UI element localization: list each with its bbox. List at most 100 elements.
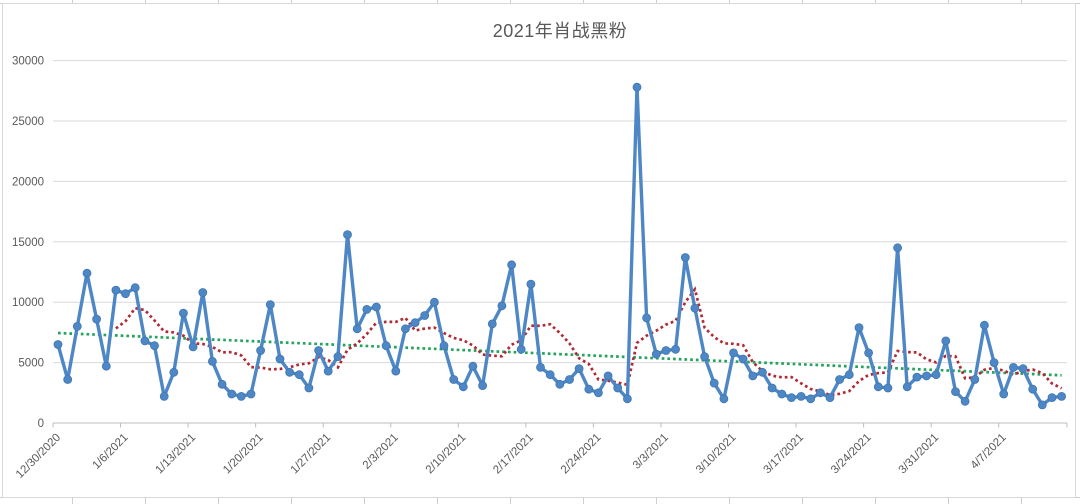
data-point-marker <box>545 370 555 380</box>
data-point-marker <box>101 361 111 371</box>
x-axis-label: 1/20/2021 <box>221 432 266 477</box>
y-axis-label: 15000 <box>12 237 44 249</box>
y-axis-label: 20000 <box>12 176 44 188</box>
x-axis-label: 4/7/2021 <box>969 432 1009 472</box>
data-point-marker <box>738 354 748 364</box>
x-axis-label: 2/24/2021 <box>559 432 604 477</box>
data-point-marker <box>265 300 275 310</box>
x-axis-label: 3/24/2021 <box>829 432 874 477</box>
data-point-marker <box>748 371 758 381</box>
data-point-marker <box>275 354 285 364</box>
data-point-marker <box>651 349 661 359</box>
data-point-marker <box>835 375 844 384</box>
data-point-marker <box>661 346 671 355</box>
data-point-marker <box>371 302 381 312</box>
data-point-marker <box>63 375 73 384</box>
data-point-marker <box>72 321 82 331</box>
y-axis-label: 25000 <box>12 116 44 128</box>
trendline <box>57 331 1062 377</box>
data-point-marker <box>333 352 343 362</box>
data-point-marker <box>709 378 719 388</box>
data-point-marker <box>536 362 545 372</box>
data-point-marker <box>410 318 420 328</box>
x-axis-label: 3/10/2021 <box>694 432 739 477</box>
data-point-marker <box>256 346 266 355</box>
data-point-marker <box>671 344 680 354</box>
x-axis-label: 3/31/2021 <box>897 432 942 477</box>
data-point-marker <box>458 382 468 392</box>
data-point-marker <box>362 304 372 314</box>
data-point-marker <box>159 391 169 401</box>
data-point-marker <box>487 319 497 329</box>
data-point-marker <box>420 311 430 320</box>
data-point-marker <box>497 301 507 311</box>
data-point-marker <box>806 394 816 404</box>
data-point-marker <box>623 394 632 404</box>
data-point-marker <box>400 324 410 334</box>
data-point-marker <box>999 389 1009 399</box>
data-point-marker <box>507 260 517 270</box>
x-axis-label: 2/3/2021 <box>361 432 401 472</box>
data-point-marker <box>449 375 459 384</box>
data-point-marker <box>246 389 256 399</box>
data-point-marker <box>468 361 478 371</box>
data-point-marker <box>970 375 980 384</box>
x-axis-label: 3/17/2021 <box>762 432 807 477</box>
data-point-marker <box>574 364 584 374</box>
chart-title: 2021年肖战黑粉 <box>492 21 628 41</box>
y-axis-label: 10000 <box>12 297 44 309</box>
data-point-marker <box>92 314 101 324</box>
data-point-marker <box>931 370 941 380</box>
data-point-marker <box>169 367 179 377</box>
data-point-marker <box>584 384 594 394</box>
data-point-marker <box>700 352 709 362</box>
data-point-marker <box>304 383 314 393</box>
x-axis-label: 2/17/2021 <box>491 432 536 477</box>
data-point-marker <box>285 367 295 377</box>
data-point-marker <box>980 320 989 330</box>
y-axis-label: 5000 <box>18 358 44 370</box>
data-point-marker <box>130 283 140 293</box>
data-point-marker <box>314 346 324 355</box>
data-point-marker <box>478 381 488 391</box>
data-point-marker <box>236 391 246 401</box>
data-point-marker <box>178 308 188 318</box>
data-point-marker <box>902 382 912 392</box>
data-point-marker <box>1009 362 1018 372</box>
data-point-marker <box>53 340 63 349</box>
data-point-marker <box>844 370 854 380</box>
y-axis-label: 30000 <box>12 56 44 68</box>
data-point-marker <box>381 341 391 351</box>
x-axis-label: 1/6/2021 <box>91 432 131 472</box>
data-point-marker <box>82 268 92 278</box>
data-point-marker <box>989 358 999 368</box>
data-point-marker <box>516 344 526 354</box>
data-point-marker <box>873 382 883 392</box>
data-point-marker <box>1028 384 1038 394</box>
data-point-marker <box>777 389 787 399</box>
data-point-marker <box>294 370 304 380</box>
data-point-marker <box>391 366 401 376</box>
x-axis-label: 2/10/2021 <box>424 432 469 477</box>
x-axis-label: 12/30/2020 <box>14 432 63 481</box>
data-point-marker <box>642 313 651 323</box>
data-point-marker <box>613 383 623 393</box>
data-point-marker <box>198 288 208 297</box>
data-point-marker <box>207 356 217 366</box>
data-point-marker <box>188 342 198 352</box>
data-point-marker <box>787 393 796 403</box>
data-point-marker <box>1037 400 1047 410</box>
data-point-marker <box>555 379 565 389</box>
data-point-marker <box>883 383 893 393</box>
data-point-marker <box>1047 393 1057 403</box>
data-point-marker <box>854 323 864 333</box>
data-point-marker <box>690 303 700 313</box>
data-point-marker <box>429 297 439 307</box>
data-point-marker <box>352 324 362 334</box>
data-point-marker <box>111 285 121 295</box>
data-point-marker <box>941 336 951 346</box>
data-point-marker <box>526 279 536 289</box>
data-point-marker <box>912 372 922 382</box>
x-axis-label: 1/27/2021 <box>289 432 334 477</box>
